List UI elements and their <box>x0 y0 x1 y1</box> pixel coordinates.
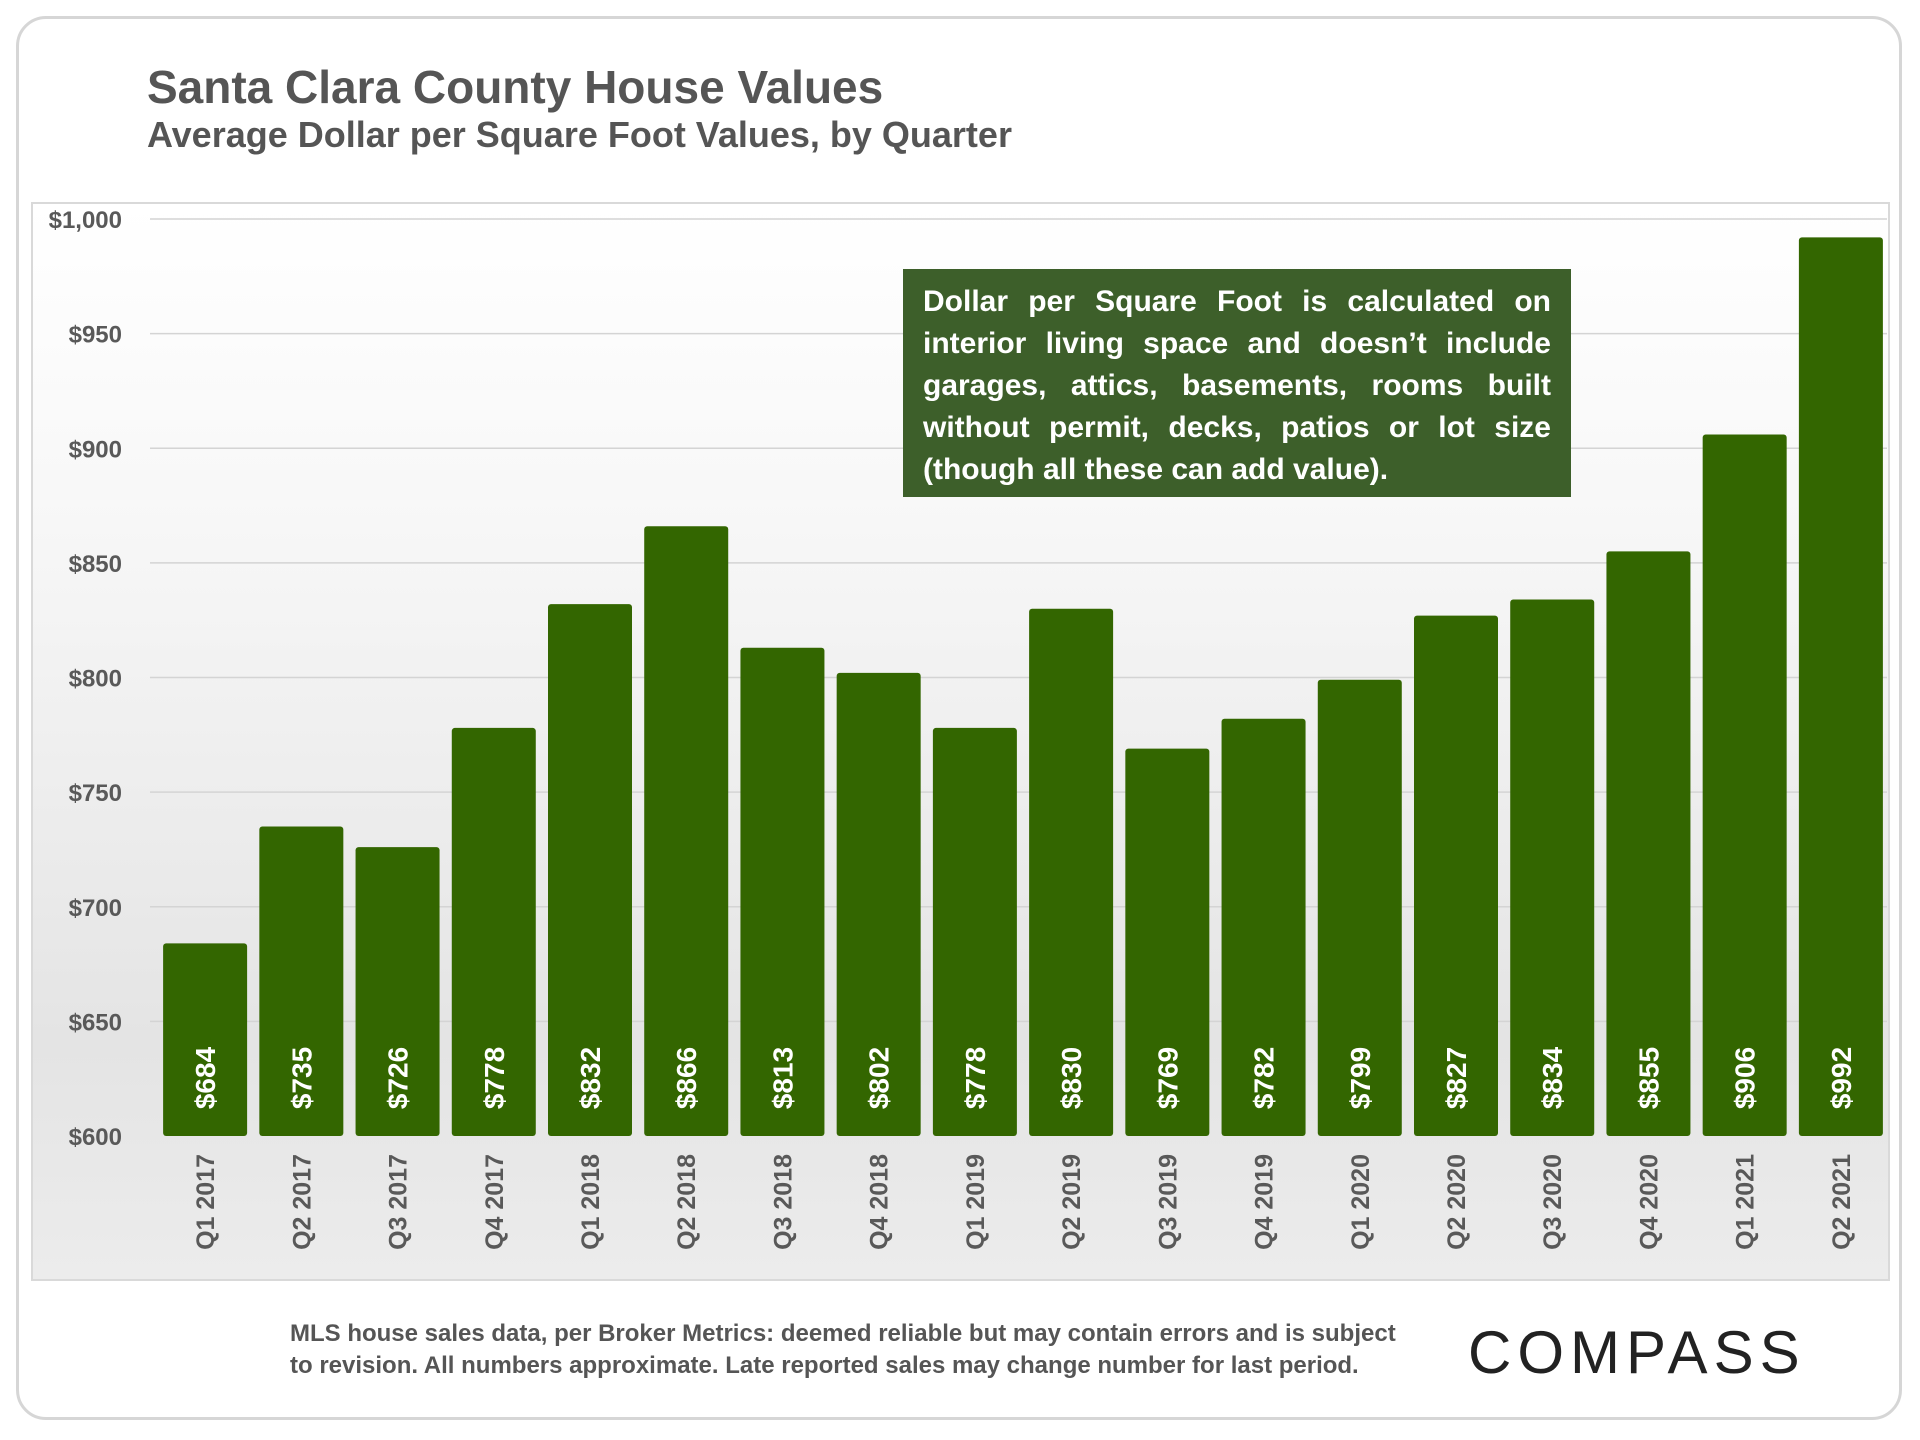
bar <box>1125 748 1210 1136</box>
x-tick-label: Q2 2017 <box>288 1154 316 1250</box>
x-tick-label: Q2 2018 <box>673 1154 701 1250</box>
bar <box>451 727 536 1136</box>
footer-line-2: to revision. All numbers approximate. La… <box>290 1352 1359 1379</box>
chart-subtitle: Average Dollar per Square Foot Values, b… <box>147 114 1012 155</box>
y-tick-label: $1,000 <box>49 207 122 234</box>
bar-data-label: $735 <box>286 1047 317 1109</box>
x-tick-label: Q1 2018 <box>577 1154 605 1250</box>
bar <box>1221 718 1306 1136</box>
y-tick-label: $600 <box>69 1124 122 1151</box>
bar <box>548 604 632 1136</box>
x-tick-label: Q4 2018 <box>866 1154 894 1250</box>
bar <box>836 672 921 1136</box>
compass-logo: COMPASS <box>1468 1319 1806 1386</box>
bar <box>1510 599 1595 1136</box>
x-tick-label: Q1 2020 <box>1347 1154 1375 1250</box>
bar-data-label: $778 <box>479 1047 510 1109</box>
definition-note-text: Dollar per Square Foot is calculated on … <box>923 285 1551 486</box>
x-tick-label: Q3 2020 <box>1539 1154 1567 1250</box>
x-tick-label: Q2 2019 <box>1058 1154 1086 1250</box>
x-tick-label: Q3 2018 <box>769 1154 797 1250</box>
bar-data-label: $782 <box>1249 1047 1280 1109</box>
definition-note: Dollar per Square Foot is calculated on … <box>903 269 1571 497</box>
bar-data-label: $827 <box>1441 1047 1472 1109</box>
bar-data-label: $769 <box>1152 1047 1183 1109</box>
y-tick-label: $950 <box>69 322 122 349</box>
chart-title: Santa Clara County House Values <box>147 61 884 113</box>
bar <box>740 647 825 1136</box>
x-tick-label: Q1 2019 <box>962 1154 990 1250</box>
bar-data-label: $866 <box>671 1047 702 1109</box>
bar-data-label: $906 <box>1730 1047 1761 1109</box>
x-tick-label: Q3 2019 <box>1154 1154 1182 1250</box>
x-tick-label: Q2 2021 <box>1828 1154 1856 1250</box>
bar-data-label: $830 <box>1056 1047 1087 1109</box>
bar <box>1798 237 1883 1137</box>
x-tick-label: Q4 2017 <box>481 1154 509 1250</box>
bar-data-label: $778 <box>960 1047 991 1109</box>
bar <box>163 943 248 1136</box>
x-tick-label: Q1 2017 <box>192 1154 220 1250</box>
bar <box>644 526 729 1136</box>
bar-data-label: $684 <box>190 1046 221 1109</box>
bar-data-label: $726 <box>383 1047 414 1109</box>
x-tick-label: Q4 2019 <box>1251 1154 1279 1250</box>
x-tick-label: Q4 2020 <box>1635 1154 1663 1250</box>
y-tick-label: $750 <box>69 780 122 807</box>
bar <box>932 727 1017 1136</box>
footer-line-1: MLS house sales data, per Broker Metrics… <box>290 1320 1396 1347</box>
bar <box>259 826 344 1136</box>
bar <box>1414 615 1498 1136</box>
bar-data-label: $802 <box>864 1047 895 1109</box>
y-tick-label: $800 <box>69 666 122 693</box>
y-tick-label: $650 <box>69 1009 122 1036</box>
bar <box>1029 608 1114 1136</box>
bar-data-label: $832 <box>575 1047 606 1109</box>
y-tick-label: $900 <box>69 436 122 463</box>
x-tick-label: Q3 2017 <box>385 1154 413 1250</box>
x-tick-label: Q2 2020 <box>1443 1154 1471 1250</box>
footer-disclaimer: MLS house sales data, per Broker Metrics… <box>290 1318 1396 1382</box>
bar <box>355 847 440 1136</box>
y-tick-label: $700 <box>69 895 122 922</box>
bar-data-label: $799 <box>1345 1047 1376 1109</box>
bar <box>1317 679 1402 1136</box>
bar <box>1702 434 1787 1136</box>
bar-data-label: $855 <box>1633 1047 1664 1109</box>
bar-data-label: $992 <box>1826 1047 1857 1109</box>
bar <box>1606 551 1691 1136</box>
bar-data-label: $834 <box>1537 1046 1568 1109</box>
bar-data-label: $813 <box>767 1047 798 1109</box>
x-tick-label: Q1 2021 <box>1732 1154 1760 1250</box>
y-tick-label: $850 <box>69 551 122 578</box>
